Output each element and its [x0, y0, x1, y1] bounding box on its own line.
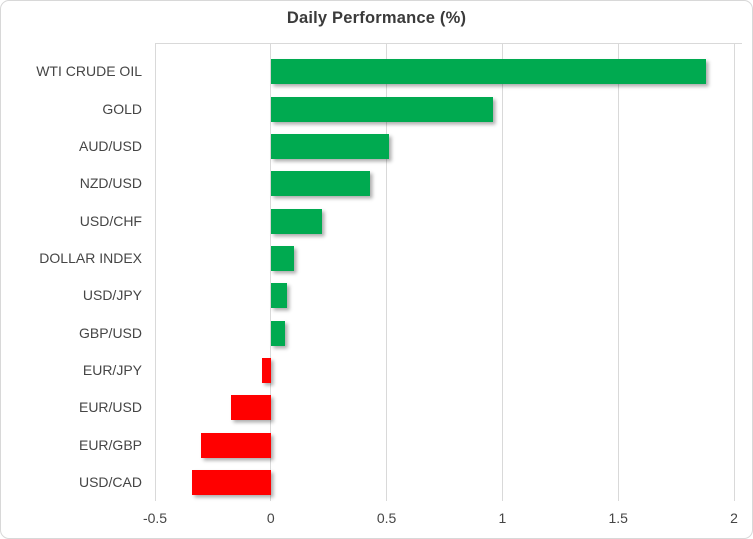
category-label-nzd-usd: NZD/USD	[79, 175, 142, 192]
x-tick-label-1.5: 1.5	[608, 510, 628, 526]
gridline-x-0.5	[386, 43, 388, 501]
bar-aud-usd	[270, 133, 389, 159]
bar-eur-gbp	[201, 432, 271, 458]
x-tick-label-2: 2	[730, 510, 738, 526]
category-label-gbp-usd: GBP/USD	[78, 324, 142, 341]
bar-usd-chf	[270, 208, 322, 234]
category-label-eur-jpy: EUR/JPY	[82, 361, 142, 378]
category-label-eur-usd: EUR/USD	[78, 399, 142, 416]
bar-dollar-index	[270, 245, 294, 271]
category-label-usd-jpy: USD/JPY	[82, 287, 142, 304]
bar-usd-cad	[192, 469, 271, 495]
gridline-x-1.5	[617, 43, 619, 501]
chart-title: Daily Performance (%)	[286, 9, 467, 27]
category-label-aud-usd: AUD/USD	[78, 137, 142, 154]
gridline-x--0.5	[154, 43, 156, 501]
bar-gold	[270, 96, 494, 122]
bar-usd-jpy	[270, 283, 287, 309]
x-tick-label-1: 1	[498, 510, 507, 526]
gridline-x-2	[733, 43, 735, 501]
bar-eur-usd	[231, 395, 271, 421]
gridline-x-1	[501, 43, 503, 501]
category-label-usd-cad: USD/CAD	[78, 473, 142, 490]
x-tick-label--0.5: -0.5	[142, 510, 168, 526]
bar-nzd-usd	[270, 171, 371, 197]
category-label-dollar-index: DOLLAR INDEX	[39, 249, 142, 266]
plot-area	[154, 43, 735, 501]
x-tick-label-0.5: 0.5	[376, 510, 397, 526]
category-label-wti-crude-oil: WTI CRUDE OIL	[36, 63, 142, 80]
gridline-x-0	[270, 43, 272, 501]
bar-gbp-usd	[270, 320, 285, 346]
category-label-usd-chf: USD/CHF	[79, 212, 142, 229]
bar-wti-crude-oil	[270, 59, 707, 85]
category-label-eur-gbp: EUR/GBP	[78, 436, 142, 453]
x-tick-label-0: 0	[266, 510, 275, 526]
bar-eur-jpy	[261, 357, 271, 383]
category-label-gold: GOLD	[102, 100, 142, 117]
plot-area-top-border	[155, 43, 742, 44]
